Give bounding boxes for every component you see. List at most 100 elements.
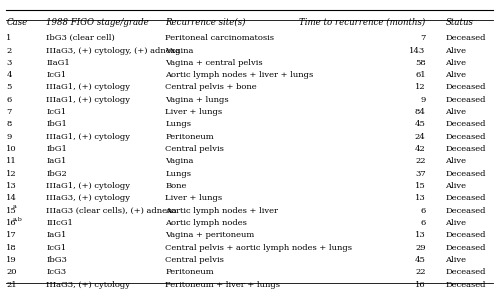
Text: Liver + lungs: Liver + lungs bbox=[165, 108, 222, 116]
Text: IaG1: IaG1 bbox=[46, 231, 66, 239]
Text: Vagina: Vagina bbox=[165, 157, 194, 165]
Text: 16: 16 bbox=[6, 219, 17, 227]
Text: IIIaG3, (+) cytology: IIIaG3, (+) cytology bbox=[46, 281, 130, 289]
Text: 143: 143 bbox=[409, 46, 426, 54]
Text: Status: Status bbox=[446, 17, 474, 27]
Text: 1988 FIGO stage/grade: 1988 FIGO stage/grade bbox=[46, 17, 149, 27]
Text: 1: 1 bbox=[6, 34, 11, 42]
Text: 6: 6 bbox=[421, 219, 426, 227]
Text: IaG1: IaG1 bbox=[46, 157, 66, 165]
Text: IIIaG1, (+) cytology: IIIaG1, (+) cytology bbox=[46, 133, 130, 141]
Text: 10: 10 bbox=[6, 145, 17, 153]
Text: 7: 7 bbox=[420, 34, 426, 42]
Text: IcG3: IcG3 bbox=[46, 268, 66, 276]
Text: 3: 3 bbox=[6, 59, 11, 67]
Text: Central pelvis + aortic lymph nodes + lungs: Central pelvis + aortic lymph nodes + lu… bbox=[165, 244, 352, 252]
Text: IcG1: IcG1 bbox=[46, 108, 66, 116]
Text: 15: 15 bbox=[6, 207, 17, 215]
Text: 13: 13 bbox=[415, 231, 426, 239]
Text: 45: 45 bbox=[415, 120, 426, 128]
Text: Alive: Alive bbox=[446, 71, 467, 79]
Text: 8: 8 bbox=[6, 120, 11, 128]
Text: Deceased: Deceased bbox=[446, 244, 486, 252]
Text: IbG1: IbG1 bbox=[46, 145, 67, 153]
Text: IcG1: IcG1 bbox=[46, 244, 66, 252]
Text: 16: 16 bbox=[415, 281, 426, 289]
Text: 9: 9 bbox=[6, 133, 11, 141]
Text: 12: 12 bbox=[415, 83, 426, 91]
Text: IbG1: IbG1 bbox=[46, 120, 67, 128]
Text: 7: 7 bbox=[6, 108, 11, 116]
Text: IbG3: IbG3 bbox=[46, 256, 67, 264]
Text: Central pelvis: Central pelvis bbox=[165, 256, 224, 264]
Text: 9: 9 bbox=[420, 96, 426, 104]
Text: Vagina + central pelvis: Vagina + central pelvis bbox=[165, 59, 263, 67]
Text: IcG1: IcG1 bbox=[46, 71, 66, 79]
Text: 21: 21 bbox=[6, 281, 17, 289]
Text: IIaG1: IIaG1 bbox=[46, 59, 70, 67]
Text: Vagina + peritoneum: Vagina + peritoneum bbox=[165, 231, 254, 239]
Text: Vagina: Vagina bbox=[165, 46, 194, 54]
Text: Deceased: Deceased bbox=[446, 268, 486, 276]
Text: Deceased: Deceased bbox=[446, 120, 486, 128]
Text: Deceased: Deceased bbox=[446, 170, 486, 178]
Text: 4: 4 bbox=[6, 71, 12, 79]
Text: Aortic lymph nodes + liver + lungs: Aortic lymph nodes + liver + lungs bbox=[165, 71, 313, 79]
Text: 13: 13 bbox=[6, 182, 17, 190]
Text: IbG3 (clear cell): IbG3 (clear cell) bbox=[46, 34, 115, 42]
Text: Aortic lymph nodes: Aortic lymph nodes bbox=[165, 219, 247, 227]
Text: IIIaG1, (+) cytology: IIIaG1, (+) cytology bbox=[46, 83, 130, 91]
Text: Peritoneum: Peritoneum bbox=[165, 268, 214, 276]
Text: Peritoneum: Peritoneum bbox=[165, 133, 214, 141]
Text: Alive: Alive bbox=[446, 182, 467, 190]
Text: Lungs: Lungs bbox=[165, 120, 191, 128]
Text: Case: Case bbox=[6, 17, 27, 27]
Text: 37: 37 bbox=[415, 170, 426, 178]
Text: 61: 61 bbox=[415, 71, 426, 79]
Text: Recurrence site(s): Recurrence site(s) bbox=[165, 17, 246, 27]
Text: 22: 22 bbox=[415, 268, 426, 276]
Text: 19: 19 bbox=[6, 256, 17, 264]
Text: 6: 6 bbox=[421, 207, 426, 215]
Text: Deceased: Deceased bbox=[446, 231, 486, 239]
Text: Central pelvis + bone: Central pelvis + bone bbox=[165, 83, 257, 91]
Text: Bone: Bone bbox=[165, 182, 187, 190]
Text: 84: 84 bbox=[415, 108, 426, 116]
Text: Alive: Alive bbox=[446, 108, 467, 116]
Text: Vagina + lungs: Vagina + lungs bbox=[165, 96, 229, 104]
Text: a: a bbox=[12, 204, 16, 209]
Text: IIIaG3, (+) cytology, (+) adnexa: IIIaG3, (+) cytology, (+) adnexa bbox=[46, 46, 180, 54]
Text: 24: 24 bbox=[415, 133, 426, 141]
Text: 42: 42 bbox=[415, 145, 426, 153]
Text: 12: 12 bbox=[6, 170, 17, 178]
Text: Deceased: Deceased bbox=[446, 194, 486, 202]
Text: IIIaG1, (+) cytology: IIIaG1, (+) cytology bbox=[46, 182, 130, 190]
Text: Aortic lymph nodes + liver: Aortic lymph nodes + liver bbox=[165, 207, 278, 215]
Text: IIIaG3 (clear cells), (+) adnexa: IIIaG3 (clear cells), (+) adnexa bbox=[46, 207, 177, 215]
Text: IbG2: IbG2 bbox=[46, 170, 67, 178]
Text: Lungs: Lungs bbox=[165, 170, 191, 178]
Text: Deceased: Deceased bbox=[446, 145, 486, 153]
Text: IIIaG1, (+) cytology: IIIaG1, (+) cytology bbox=[46, 96, 130, 104]
Text: Alive: Alive bbox=[446, 46, 467, 54]
Text: Central pelvis: Central pelvis bbox=[165, 145, 224, 153]
Text: 45: 45 bbox=[415, 256, 426, 264]
Text: 20: 20 bbox=[6, 268, 17, 276]
Text: 6: 6 bbox=[6, 96, 11, 104]
Text: 22: 22 bbox=[415, 157, 426, 165]
Text: Peritoneal carcinomatosis: Peritoneal carcinomatosis bbox=[165, 34, 274, 42]
Text: IIIcG1: IIIcG1 bbox=[46, 219, 73, 227]
Text: Liver + lungs: Liver + lungs bbox=[165, 194, 222, 202]
Text: 13: 13 bbox=[415, 194, 426, 202]
Text: Time to recurrence (months): Time to recurrence (months) bbox=[299, 17, 426, 27]
Text: 14: 14 bbox=[6, 194, 17, 202]
Text: Alive: Alive bbox=[446, 219, 467, 227]
Text: 11: 11 bbox=[6, 157, 17, 165]
Text: Deceased: Deceased bbox=[446, 281, 486, 289]
Text: Deceased: Deceased bbox=[446, 34, 486, 42]
Text: 15: 15 bbox=[415, 182, 426, 190]
Text: Alive: Alive bbox=[446, 157, 467, 165]
Text: Alive: Alive bbox=[446, 59, 467, 67]
Text: Deceased: Deceased bbox=[446, 83, 486, 91]
Text: 5: 5 bbox=[6, 83, 11, 91]
